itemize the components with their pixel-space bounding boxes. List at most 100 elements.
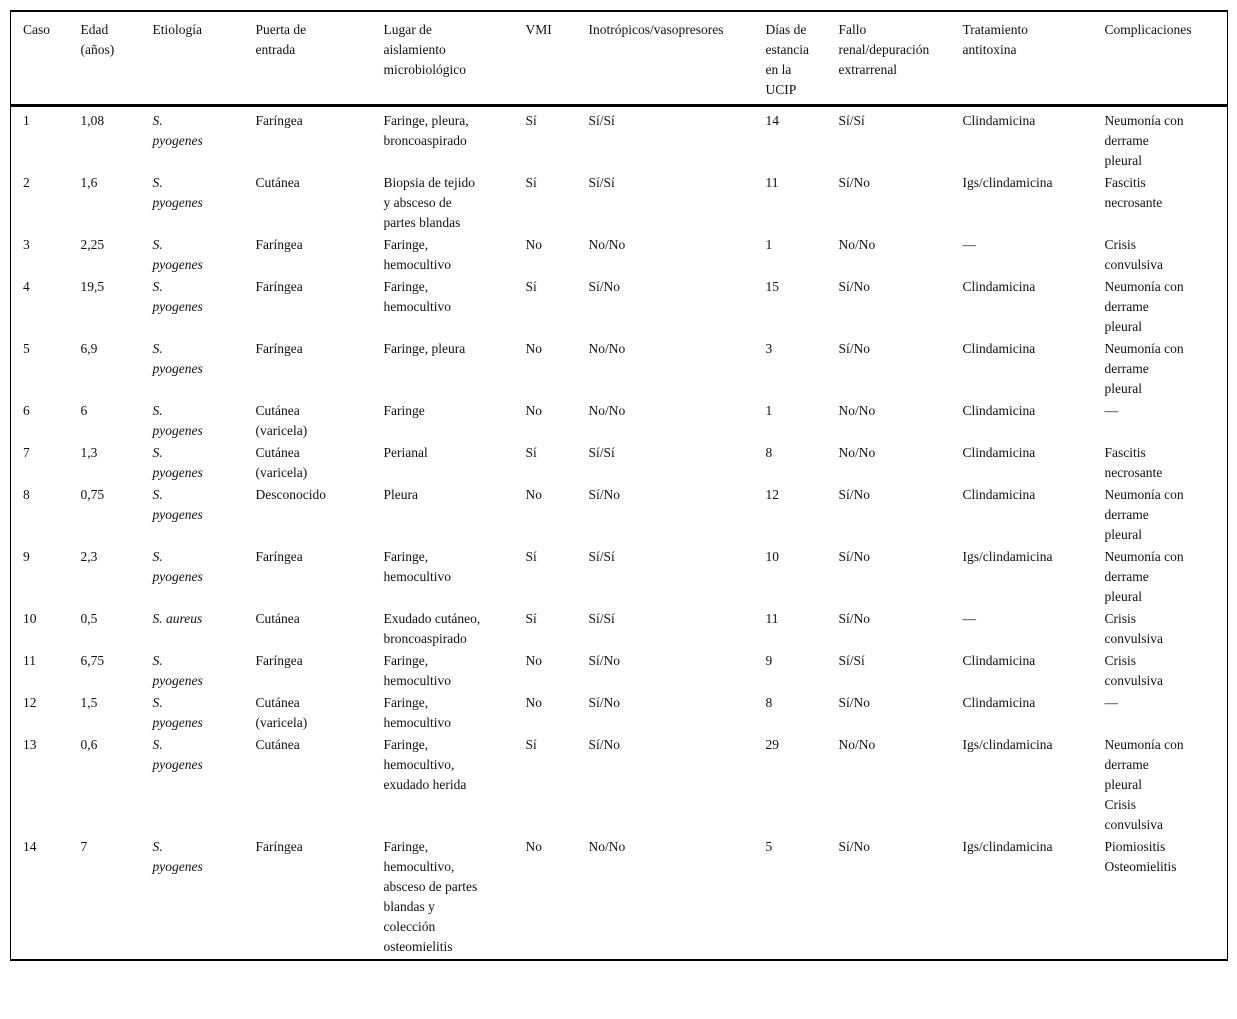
cell-edad: 1,08: [80, 113, 105, 128]
column-header-caso: Caso: [10, 11, 81, 107]
cell-lugar: Faringe, pleura, broncoaspirado: [383, 113, 469, 148]
cell-inotropicos: Sí/Sí: [588, 113, 615, 128]
cell-fallo: No/No: [838, 237, 876, 252]
cell-fallo: Sí/No: [838, 549, 871, 564]
column-header-vmi: VMI: [525, 11, 589, 107]
cell-fallo: Sí/No: [838, 695, 871, 710]
cell-dias: 3: [765, 341, 773, 356]
header-row: Caso Edad (años) Etiología Puerta de entrad…: [10, 11, 1228, 107]
cell-puerta: Cutánea (varicela): [255, 445, 308, 480]
cell-puerta: Desconocido: [255, 487, 326, 502]
table-row: 14 7 S. pyogenes Faríngea Faringe, hemoculti…: [11, 837, 1228, 960]
cell-tratamiento: Clindamicina: [962, 279, 1036, 294]
cell-caso: 6: [23, 403, 30, 418]
cell-puerta: Faríngea: [255, 341, 303, 356]
cell-vmi: Sí: [525, 611, 537, 626]
cell-puerta: Faríngea: [255, 237, 303, 252]
cell-inotropicos: Sí/No: [588, 653, 621, 668]
cell-vmi: No: [525, 839, 543, 854]
cell-caso: 1: [23, 113, 30, 128]
cell-tratamiento: Clindamicina: [962, 487, 1036, 502]
cell-fallo: Sí/No: [838, 341, 871, 356]
cell-complicaciones: Crisis convulsiva: [1104, 653, 1164, 688]
clinical-cases-table: Caso Edad (años) Etiología Puerta de entrad…: [10, 10, 1228, 961]
cell-caso: 12: [23, 695, 37, 710]
cell-tratamiento: Clindamicina: [962, 341, 1036, 356]
cell-lugar: Faringe, hemocultivo, absceso de partes …: [383, 839, 478, 954]
table-row: 11 6,75 S. pyogenes Faríngea Faringe, hemocu…: [11, 651, 1228, 693]
cell-fallo: Sí/No: [838, 175, 871, 190]
cell-vmi: Sí: [525, 175, 537, 190]
column-header-tratamiento: Tratamiento antitoxina: [962, 11, 1105, 107]
cell-fallo: Sí/Sí: [838, 113, 865, 128]
cell-caso: 9: [23, 549, 30, 564]
cell-tratamiento: Clindamicina: [962, 695, 1036, 710]
cell-dias: 5: [765, 839, 773, 854]
cell-tratamiento: Igs/clindamicina: [962, 175, 1053, 190]
cell-tratamiento: —: [962, 611, 977, 626]
table-row: 6 6 S. pyogenes Cutánea (varicela) Faringe No…: [11, 401, 1228, 443]
cell-complicaciones: Fascitis necrosante: [1104, 175, 1163, 210]
cell-lugar: Faringe, hemocultivo: [383, 279, 452, 314]
cell-caso: 5: [23, 341, 30, 356]
cell-dias: 1: [765, 403, 773, 418]
cell-caso: 8: [23, 487, 30, 502]
cell-dias: 1: [765, 237, 773, 252]
cell-lugar: Perianal: [383, 445, 428, 460]
cell-etiologia: S. pyogenes: [152, 403, 203, 438]
cell-puerta: Faríngea: [255, 839, 303, 854]
cell-etiologia: S. pyogenes: [152, 341, 203, 376]
cell-tratamiento: Igs/clindamicina: [962, 839, 1053, 854]
cell-tratamiento: —: [962, 237, 977, 252]
cell-vmi: No: [525, 237, 543, 252]
cell-fallo: No/No: [838, 445, 876, 460]
cell-etiologia: S. pyogenes: [152, 839, 203, 874]
cell-puerta: Cutánea: [255, 611, 300, 626]
cell-edad: 2,25: [80, 237, 105, 252]
cell-dias: 29: [765, 737, 780, 752]
cell-complicaciones: Crisis convulsiva: [1104, 237, 1164, 272]
cell-lugar: Faringe, hemocultivo: [383, 653, 452, 688]
cell-edad: 0,75: [80, 487, 105, 502]
table-row: 2 1,6 S. pyogenes Cutánea Biopsia de tejido …: [11, 173, 1228, 235]
cell-tratamiento: Clindamicina: [962, 113, 1036, 128]
cell-complicaciones: Piomiositis Osteomielitis: [1104, 839, 1177, 874]
cell-etiologia: S. pyogenes: [152, 113, 203, 148]
cell-caso: 11: [23, 653, 36, 668]
cell-inotropicos: Sí/Sí: [588, 175, 615, 190]
table-row: 7 1,3 S. pyogenes Cutánea (varicela) Periana…: [11, 443, 1228, 485]
cell-dias: 11: [765, 611, 779, 626]
cell-complicaciones: Crisis convulsiva: [1104, 611, 1164, 646]
cell-puerta: Cutánea: [255, 175, 300, 190]
cell-edad: 0,6: [80, 737, 98, 752]
table-row: 12 1,5 S. pyogenes Cutánea (varicela) Faring…: [11, 693, 1228, 735]
cell-puerta: Faríngea: [255, 653, 303, 668]
cell-caso: 13: [23, 737, 37, 752]
cell-complicaciones: —: [1104, 695, 1119, 710]
cell-puerta: Cutánea (varicela): [255, 695, 308, 730]
column-header-lugar: Lugar de aislamiento microbiológico: [383, 11, 526, 107]
cell-caso: 7: [23, 445, 30, 460]
cell-inotropicos: Sí/Sí: [588, 611, 615, 626]
cell-dias: 14: [765, 113, 780, 128]
column-header-puerta: Puerta de entrada: [255, 11, 384, 107]
cell-dias: 10: [765, 549, 780, 564]
cell-caso: 4: [23, 279, 30, 294]
cell-inotropicos: No/No: [588, 237, 626, 252]
cell-inotropicos: No/No: [588, 403, 626, 418]
cell-complicaciones: Neumonía con derrame pleural: [1104, 113, 1184, 168]
cell-caso: 2: [23, 175, 30, 190]
cell-fallo: No/No: [838, 403, 876, 418]
cell-complicaciones: Neumonía con derrame pleural: [1104, 487, 1184, 542]
cell-dias: 8: [765, 445, 773, 460]
cell-etiologia: S. aureus: [152, 611, 203, 626]
cell-dias: 11: [765, 175, 779, 190]
cell-dias: 12: [765, 487, 780, 502]
cell-edad: 6,75: [80, 653, 105, 668]
column-header-inotropicos: Inotrópicos/vasopresores: [588, 11, 766, 107]
cell-lugar: Faringe, hemocultivo: [383, 695, 452, 730]
cell-lugar: Biopsia de tejido y absceso de partes bl…: [383, 175, 476, 230]
cell-vmi: No: [525, 653, 543, 668]
cell-caso: 10: [23, 611, 37, 626]
cell-edad: 6,9: [80, 341, 98, 356]
